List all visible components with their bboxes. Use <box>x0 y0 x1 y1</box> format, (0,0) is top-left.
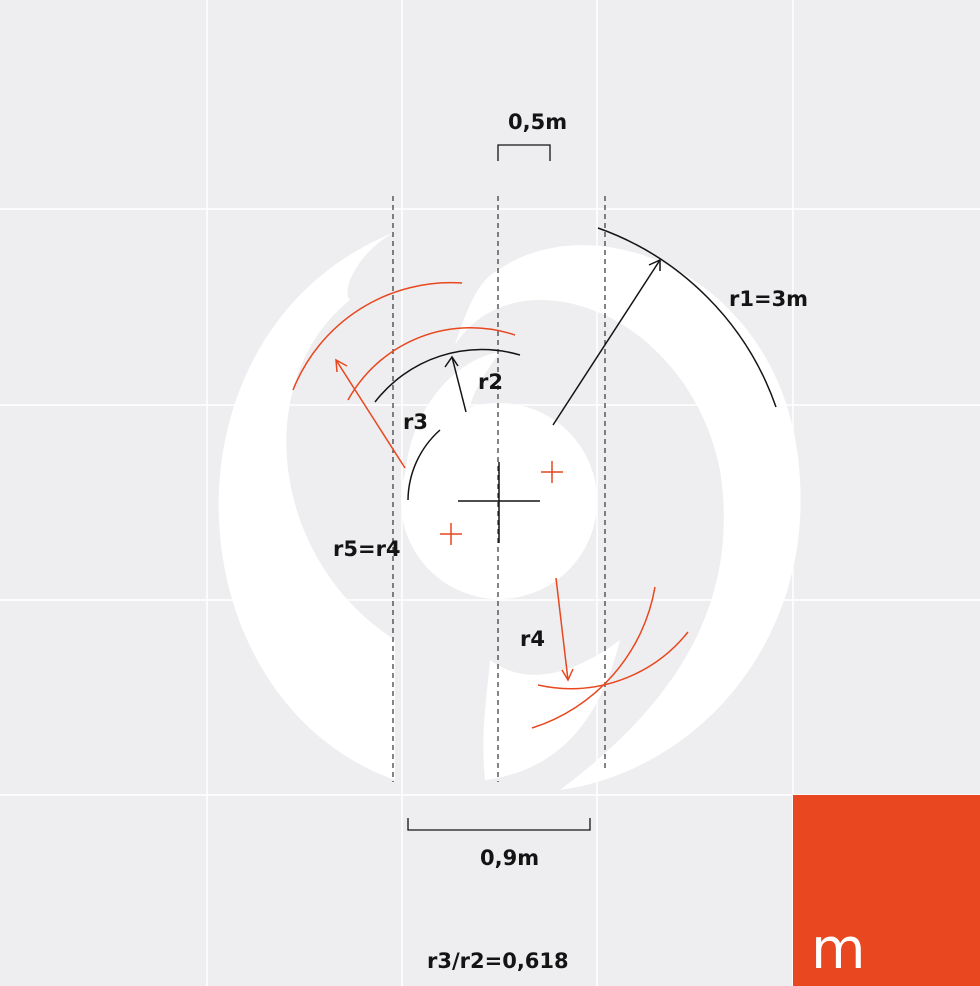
brand-letter: m <box>811 917 866 982</box>
label-r5-equals-r4: r5=r4 <box>333 537 401 561</box>
label-r4: r4 <box>520 627 545 651</box>
black-construction <box>374 227 777 543</box>
red-arc-top-b <box>347 327 516 401</box>
red-arc-bottom-a <box>537 631 689 690</box>
arrow-r4 <box>555 577 569 681</box>
dimension-brackets <box>407 144 591 831</box>
brand-block <box>793 795 980 986</box>
red-construction <box>292 281 689 729</box>
dimension-bracket-top <box>497 144 551 161</box>
arc-r3 <box>407 429 441 501</box>
arrow-r1 <box>552 259 661 426</box>
red-arc-bottom-b <box>531 586 656 729</box>
label-r1: r1=3m <box>729 287 809 311</box>
label-r2: r2 <box>478 370 503 394</box>
arc-r1 <box>597 227 777 408</box>
logo-swirl-shape <box>218 232 801 791</box>
dashed-guides <box>392 196 606 782</box>
arc-r2 <box>374 348 521 403</box>
dimension-bracket-bottom <box>407 818 591 831</box>
red-arc-top-a <box>292 281 463 391</box>
ratio-caption: r3/r2=0,618 <box>427 949 569 973</box>
label-r3: r3 <box>403 410 428 434</box>
arrow-r2 <box>451 356 467 413</box>
dimension-label-top: 0,5m <box>508 110 568 134</box>
arrow-r5 <box>335 359 406 469</box>
dimension-label-bottom: 0,9m <box>480 846 540 870</box>
